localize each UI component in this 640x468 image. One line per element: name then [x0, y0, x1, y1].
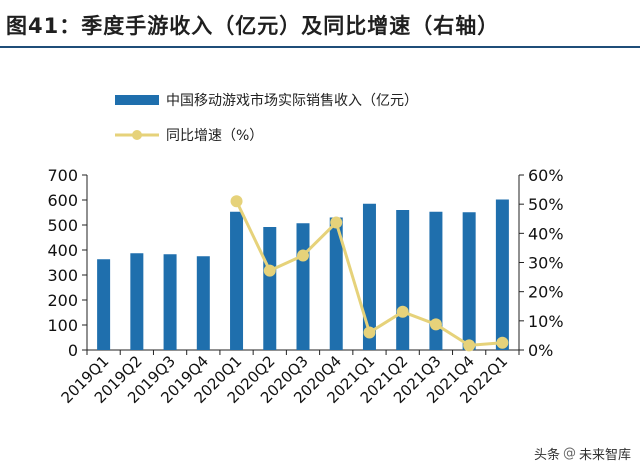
left-tick-label: 600	[47, 191, 78, 210]
growth-point	[330, 216, 343, 229]
growth-point	[496, 336, 509, 349]
left-tick-label: 700	[47, 166, 78, 185]
watermark: 头条 @ 未来智库	[534, 440, 638, 466]
growth-point	[429, 318, 442, 331]
growth-point	[363, 326, 376, 339]
right-tick-label: 10%	[528, 312, 564, 331]
legend-bar-swatch	[115, 95, 159, 105]
bar	[130, 253, 144, 350]
bar	[196, 256, 210, 350]
legend-line-label: 同比增速（%）	[166, 128, 263, 144]
bar	[230, 211, 244, 350]
left-tick-label: 500	[47, 216, 78, 235]
right-tick-label: 30%	[528, 254, 564, 273]
right-tick-label: 50%	[528, 195, 564, 214]
title-bar: 图41：季度手游收入（亿元）及同比增速（右轴）	[0, 0, 640, 48]
growth-point	[263, 264, 276, 277]
bar	[429, 211, 443, 350]
watermark-handle: 未来智库	[579, 447, 632, 463]
legend-line-marker	[132, 130, 142, 140]
bar	[329, 217, 343, 350]
right-tick-label: 40%	[528, 224, 564, 243]
watermark-brand: 头条	[534, 447, 561, 463]
bar	[163, 254, 177, 350]
bar	[495, 199, 509, 350]
watermark-separator: @	[563, 445, 577, 461]
bar	[296, 223, 310, 350]
growth-point	[463, 339, 476, 352]
left-tick-label: 200	[47, 291, 78, 310]
bar	[97, 259, 111, 350]
growth-point	[230, 195, 243, 208]
bar	[462, 212, 476, 350]
right-tick-label: 20%	[528, 283, 564, 302]
growth-point	[297, 249, 309, 262]
bar	[396, 210, 410, 350]
right-tick-label: 0%	[528, 341, 553, 360]
growth-point	[396, 305, 409, 318]
chart-title: 图41：季度手游收入（亿元）及同比增速（右轴）	[6, 14, 500, 38]
right-tick-label: 60%	[528, 166, 564, 185]
bar	[362, 203, 376, 350]
bar	[263, 227, 277, 350]
legend-bar-label: 中国移动游戏市场实际销售收入（亿元）	[166, 92, 418, 109]
left-tick-label: 400	[47, 241, 78, 260]
left-tick-label: 300	[47, 266, 78, 285]
left-tick-label: 100	[47, 316, 78, 335]
left-tick-label: 0	[68, 341, 78, 360]
